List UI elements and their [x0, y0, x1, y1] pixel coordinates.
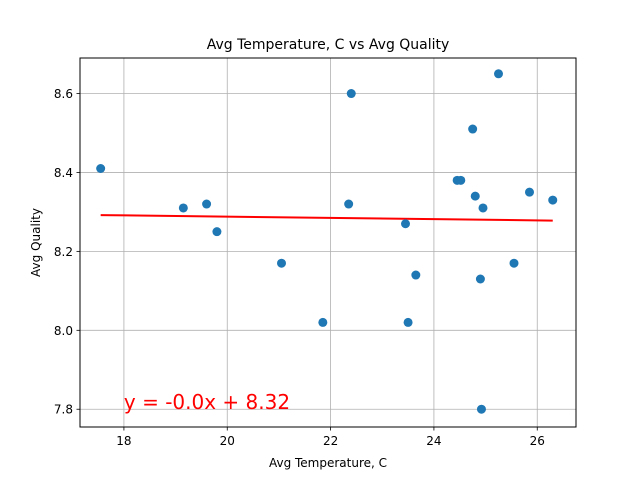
data-point — [212, 227, 222, 237]
trendline-layer — [100, 214, 553, 222]
x-tick-label: 18 — [116, 434, 131, 448]
grid — [80, 58, 576, 427]
y-tick-label: 8.0 — [54, 324, 73, 338]
x-axis-ticks: 18 20 22 24 26 — [116, 427, 545, 448]
data-point — [468, 124, 478, 134]
y-axis-label: Avg Quality — [29, 208, 43, 277]
data-point — [411, 270, 421, 280]
trendline — [100, 214, 553, 222]
x-tick-label: 24 — [426, 434, 441, 448]
data-point — [178, 203, 188, 213]
x-tick-label: 22 — [323, 434, 338, 448]
points-layer — [96, 69, 558, 414]
data-point — [456, 175, 466, 185]
data-point — [96, 164, 106, 174]
data-point — [548, 195, 558, 205]
data-point — [509, 258, 519, 268]
data-point — [470, 191, 480, 201]
x-tick-label: 26 — [530, 434, 545, 448]
plot-area-frame — [79, 57, 577, 428]
y-tick-label: 8.2 — [54, 245, 73, 259]
data-point — [346, 89, 356, 99]
data-point — [525, 187, 534, 197]
data-point — [277, 258, 286, 268]
data-point — [494, 69, 503, 79]
data-point — [318, 317, 328, 327]
x-axis-label: Avg Temperature, C — [269, 456, 387, 470]
y-tick-label: 8.6 — [54, 87, 73, 101]
data-point — [401, 219, 410, 229]
y-tick-label: 7.8 — [54, 403, 73, 417]
chart-title: Avg Temperature, C vs Avg Quality — [207, 37, 450, 53]
x-tick-label: 20 — [220, 434, 235, 448]
y-axis-ticks: 7.8 8.0 8.2 8.4 8.6 — [54, 87, 80, 417]
y-tick-label: 8.4 — [54, 166, 73, 180]
data-point — [403, 317, 413, 327]
data-point — [478, 203, 488, 213]
data-point — [202, 199, 212, 209]
trendline-equation: y = -0.0x + 8.32 — [124, 390, 290, 414]
data-point — [475, 274, 485, 284]
data-point — [476, 404, 486, 414]
data-point — [344, 199, 354, 209]
